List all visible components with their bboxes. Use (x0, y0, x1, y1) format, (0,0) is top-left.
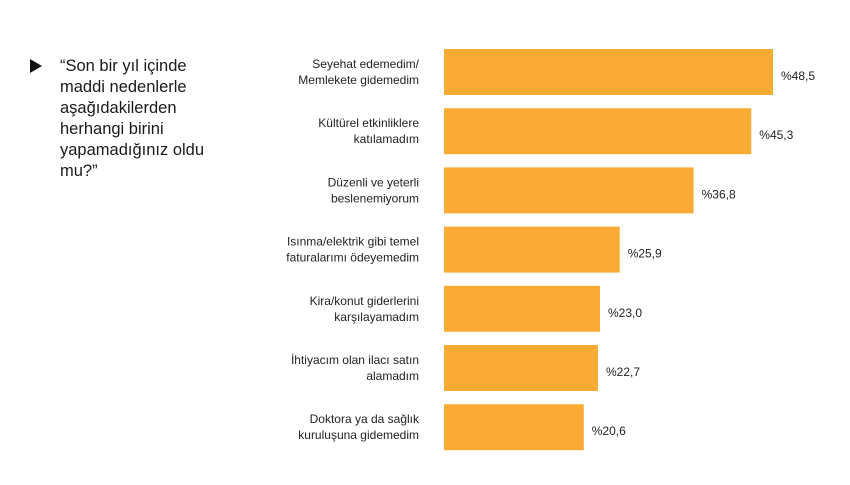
bar-2 (444, 167, 694, 214)
triangle-bullet-icon (30, 59, 42, 73)
category-label-3: Isınma/elektrik gibi temel faturalarımı ö… (286, 235, 419, 265)
category-label-1: Kültürel etkinliklere katılamadım (318, 116, 419, 146)
question-block: “Son bir yıl içinde maddi nedenlerle aşa… (30, 56, 230, 182)
bar-4 (444, 285, 601, 332)
value-label-5: %22,7 (606, 365, 640, 379)
value-label-0: %48,5 (781, 69, 815, 83)
bar-0 (444, 49, 773, 95)
category-label-4: Kira/konut giderlerini karşılayamadım (310, 294, 419, 324)
bar-3 (444, 226, 620, 273)
survey-question: “Son bir yıl içinde maddi nedenlerle aşa… (60, 57, 205, 180)
category-label-0: Seyehat edemedim/Memlekete gidemedim (298, 57, 419, 87)
bar-5 (444, 345, 598, 391)
value-label-4: %23,0 (608, 306, 642, 320)
bar-1 (444, 108, 752, 155)
category-label-5: İhtiyacım olan ilacı satın alamadım (291, 353, 419, 383)
category-label-2: Düzenli ve yeterli beslenemiyorum (328, 175, 419, 205)
bar-6 (444, 404, 584, 451)
value-label-3: %25,9 (628, 247, 662, 261)
value-label-1: %45,3 (759, 128, 793, 142)
value-label-2: %36,8 (702, 187, 736, 201)
value-label-6: %20,6 (592, 424, 626, 438)
category-label-6: Doktora ya da sağlık kuruluşuna gidemedim (298, 412, 420, 442)
